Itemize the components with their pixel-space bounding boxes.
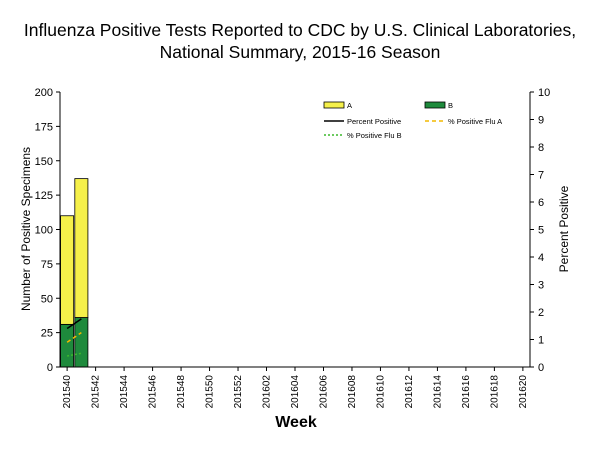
legend-label-pct-flu-a: % Positive Flu A (448, 117, 502, 126)
legend-label-a: A (347, 101, 352, 110)
y-tick-left-label: 75 (41, 259, 53, 271)
y-tick-left-label: 25 (41, 328, 53, 340)
x-ticks: 201540 201542 201544 201546 201548 201550 2015… (62, 367, 529, 408)
x-axis-label: Week (275, 414, 317, 431)
x-tick-label: 201608 (347, 375, 358, 409)
y-tick-right-label: 10 (538, 87, 550, 99)
y-tick-right-label: 2 (538, 307, 544, 319)
legend-label-b: B (448, 101, 453, 110)
x-tick-label: 201550 (205, 375, 216, 409)
y-tick-right-label: 3 (538, 280, 544, 292)
y-tick-left-label: 150 (35, 156, 53, 168)
line-pct-flu-a (66, 332, 82, 343)
bars-layer (60, 178, 89, 368)
x-tick-label: 201618 (489, 375, 500, 409)
legend-label-pct-flu-b: % Positive Flu B (347, 131, 402, 140)
y-tick-left-label: 50 (41, 293, 53, 305)
y-tick-right-label: 7 (538, 170, 544, 182)
y-tick-left-label: 0 (47, 362, 53, 374)
y-tick-left-label: 200 (35, 87, 53, 99)
x-tick-label: 201552 (233, 375, 244, 409)
chart-title-line-2: National Summary, 2015-16 Season (160, 42, 441, 62)
x-tick-label: 201616 (461, 375, 472, 409)
x-tick-label: 201546 (148, 375, 159, 409)
chart-title-line-1: Influenza Positive Tests Reported to CDC… (24, 20, 576, 40)
y-tick-right-label: 4 (538, 252, 544, 264)
x-tick-label: 201614 (432, 375, 443, 409)
x-tick-label: 201542 (91, 375, 102, 409)
legend-swatch-b (424, 101, 446, 109)
y-tick-right-label: 0 (538, 362, 544, 374)
x-tick-label: 201620 (518, 375, 529, 409)
y-tick-left-label: 100 (35, 225, 53, 237)
y-axis-right-label: Percent Positive (557, 185, 571, 272)
y-axis-left-label: Number of Positive Specimens (19, 147, 33, 311)
x-tick-label: 201606 (318, 375, 329, 409)
y-ticks-right: 0 1 2 3 4 5 6 7 8 9 10 (530, 87, 550, 374)
bar-a-201540 (60, 215, 75, 325)
line-pct-flu-b (66, 352, 82, 357)
bar-b-201540 (60, 323, 75, 368)
bar-b-201541 (74, 317, 89, 368)
x-tick-label: 201610 (375, 375, 386, 409)
x-tick-label: 201544 (119, 375, 130, 409)
x-tick-label: 201548 (176, 375, 187, 409)
y-tick-right-label: 8 (538, 142, 544, 154)
bar-a-201541 (74, 178, 89, 318)
x-tick-label: 201612 (404, 375, 415, 409)
legend: A B Percent Positive % Positive Flu A % … (323, 101, 502, 140)
y-tick-right-label: 5 (538, 225, 544, 237)
y-tick-right-label: 9 (538, 115, 544, 127)
y-tick-left-label: 175 (35, 121, 53, 133)
y-tick-right-label: 1 (538, 335, 544, 347)
x-tick-label: 201604 (290, 375, 301, 409)
legend-label-percent-positive: Percent Positive (347, 117, 401, 126)
line-percent-positive (66, 318, 82, 330)
x-tick-label: 201540 (62, 375, 73, 409)
y-ticks-left: 0 25 50 75 100 125 150 175 200 (35, 87, 60, 374)
y-tick-left-label: 125 (35, 190, 53, 202)
x-tick-label: 201602 (262, 375, 273, 409)
lines-layer (66, 318, 82, 357)
y-tick-right-label: 6 (538, 197, 544, 209)
legend-swatch-a (323, 101, 345, 109)
